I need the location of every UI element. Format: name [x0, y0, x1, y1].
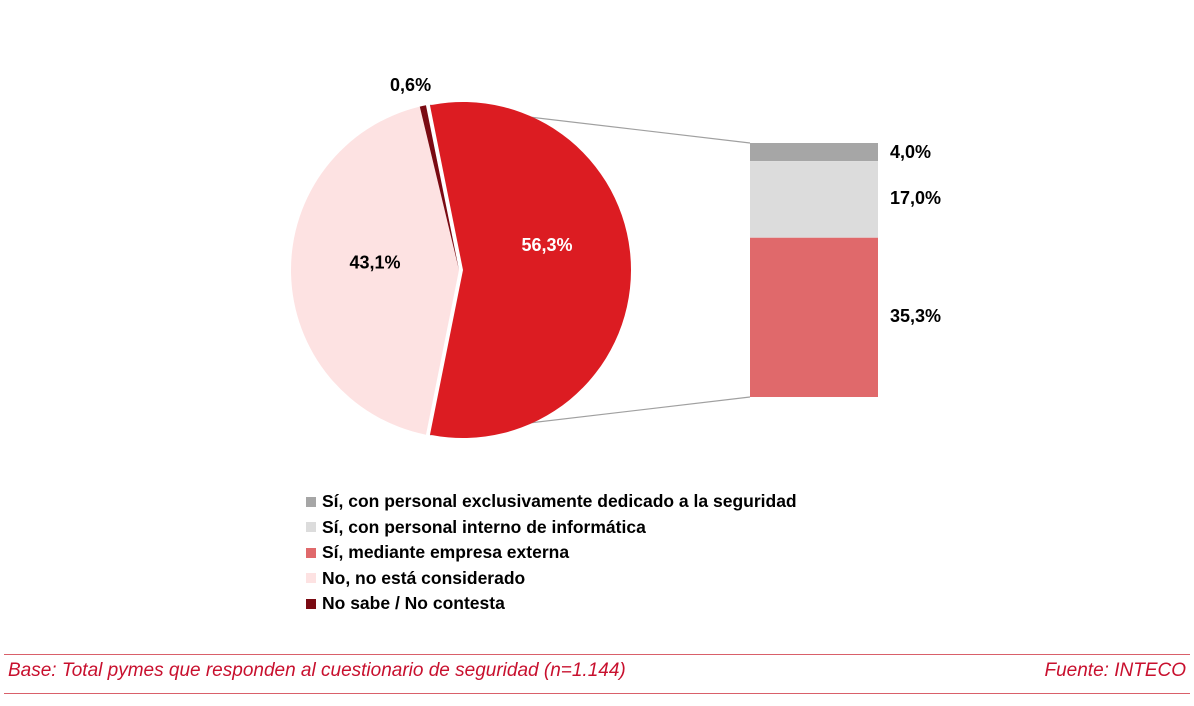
bar-of-pie-chart: 56,3% 43,1% 0,6% 4,0% 17,0% 35,3% — [291, 75, 941, 438]
legend: Sí, con personal exclusivamente dedicado… — [306, 489, 797, 617]
pie-label-no-considerado: 43,1% — [349, 252, 400, 272]
legend-label: No sabe / No contesta — [322, 593, 505, 613]
pie-slice-no_sabe — [419, 105, 459, 271]
legend-swatch — [306, 496, 316, 507]
footer-source: Fuente: INTECO — [1044, 660, 1187, 681]
footer-top-rule — [4, 654, 1190, 655]
bar-label-exclusivo: 4,0% — [890, 142, 931, 162]
legend-item-no-sabe: No sabe / No contesta — [306, 591, 797, 617]
legend-item-interno: Sí, con personal interno de informática — [306, 515, 797, 541]
legend-label: Sí, con personal interno de informática — [322, 516, 646, 537]
footer: Base: Total pymes que responden al cuest… — [8, 660, 1186, 682]
bar-segment-interno — [750, 161, 878, 238]
footer-bottom-rule — [4, 693, 1190, 694]
legend-item-no-considerado: No, no está considerado — [306, 566, 797, 592]
bar-segment-externa — [750, 237, 878, 397]
footer-base: Base: Total pymes que responden al cuest… — [8, 660, 626, 681]
legend-swatch — [306, 598, 316, 609]
legend-swatch — [306, 573, 316, 584]
legend-item-exclusivo: Sí, con personal exclusivamente dedicado… — [306, 489, 797, 515]
legend-item-externa: Sí, mediante empresa externa — [306, 540, 797, 566]
legend-label: No, no está considerado — [322, 567, 526, 588]
pie-label-si-total: 56,3% — [521, 235, 572, 255]
pie-slice-no_considerado — [291, 106, 459, 435]
bar-label-interno: 17,0% — [890, 188, 941, 208]
bar-label-externa: 35,3% — [890, 306, 941, 326]
bar-segment-exclusivo — [750, 143, 878, 162]
legend-swatch — [306, 522, 316, 533]
legend-label: Sí, con personal exclusivamente dedicado… — [322, 491, 797, 511]
legend-swatch — [306, 547, 316, 558]
legend-label: Sí, mediante empresa externa — [322, 542, 570, 562]
pie-slice-si_total — [429, 102, 631, 438]
pie-label-no-sabe: 0,6% — [390, 75, 431, 95]
